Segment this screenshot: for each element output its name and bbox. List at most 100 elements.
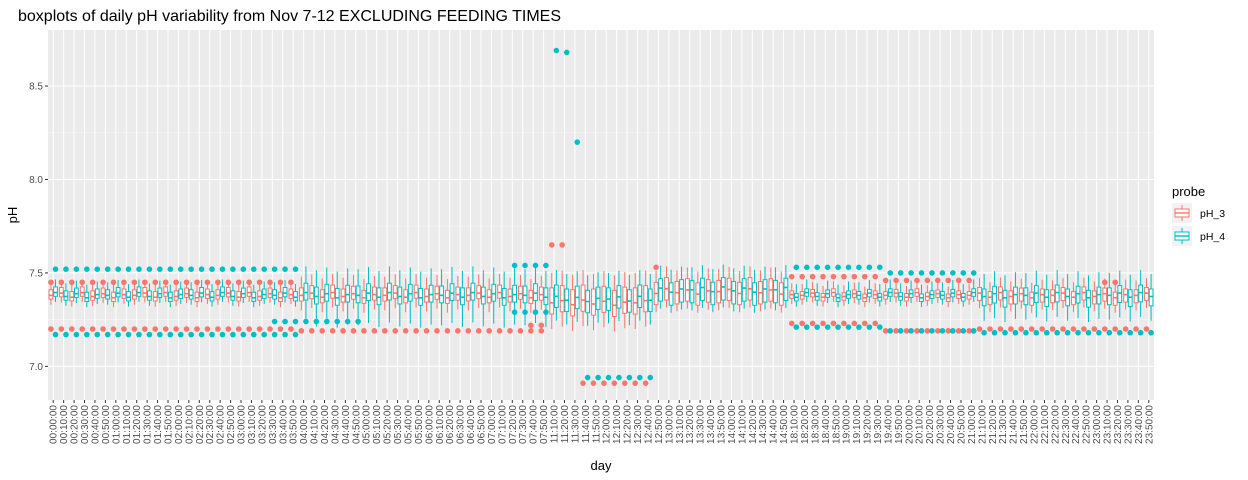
box-ph3: [90, 290, 96, 301]
outlier-point: [235, 279, 242, 286]
x-tick-label: 13:20:00: [685, 405, 696, 444]
outlier-point: [340, 328, 346, 334]
box-ph4: [74, 287, 79, 298]
outlier-point: [528, 322, 534, 329]
outlier-point: [897, 328, 904, 334]
legend-title: probe: [1172, 184, 1205, 199]
outlier-point: [131, 326, 138, 332]
x-tick-label: 03:10:00: [247, 405, 258, 444]
box-ph4: [668, 282, 674, 306]
outlier-point: [313, 318, 320, 325]
outlier-point: [580, 380, 586, 386]
outlier-point: [1023, 329, 1029, 336]
outlier-point: [110, 279, 117, 286]
box-ph3: [998, 286, 1003, 301]
box-ph3: [382, 287, 388, 302]
box-ph3: [173, 290, 179, 301]
box-ph4: [773, 279, 778, 304]
outlier-point: [861, 273, 868, 280]
x-tick-label: 00:20:00: [70, 405, 81, 444]
outlier-point: [538, 322, 545, 329]
box-ph4: [251, 291, 257, 303]
outlier-point: [198, 266, 205, 272]
box-ph3: [132, 289, 137, 300]
x-tick-label: 04:00:00: [299, 405, 310, 444]
x-tick-label: 12:50:00: [654, 405, 665, 444]
box-ph3: [194, 291, 200, 303]
box-ph4: [731, 281, 737, 305]
x-tick-label: 04:10:00: [310, 405, 321, 444]
outlier-point: [167, 331, 174, 338]
outlier-point: [157, 266, 163, 272]
box-ph3: [340, 288, 346, 303]
box-ph3: [309, 285, 315, 300]
outlier-point: [966, 277, 972, 284]
outlier-point: [887, 328, 894, 334]
outlier-point: [271, 266, 278, 272]
box-ph4: [240, 287, 246, 298]
x-axis: 00:00:00 00:10:00 00:20:00 00:30:00 00:40:00…: [49, 400, 1155, 444]
box-ph3: [403, 289, 409, 304]
outlier-point: [1081, 326, 1087, 332]
outlier-point: [188, 266, 194, 272]
x-tick-label: 22:30:00: [1061, 405, 1072, 444]
outlier-point: [298, 328, 305, 334]
x-tick-label: 23:20:00: [1113, 405, 1124, 444]
x-tick-label: 06:20:00: [445, 405, 456, 444]
y-tick-label: 8.5: [29, 82, 43, 93]
box-ph3: [142, 287, 148, 298]
y-axis: 7.0 7.5 8.0 8.5: [29, 82, 48, 373]
x-tick-label: 07:40:00: [529, 405, 540, 444]
x-tick-label: 23:40:00: [1134, 405, 1145, 444]
outlier-point: [350, 328, 357, 334]
x-tick-label: 18:20:00: [800, 405, 811, 444]
outlier-point: [528, 328, 534, 334]
outlier-point: [814, 264, 820, 271]
box-ph3: [1091, 290, 1097, 305]
box-ph3: [1102, 287, 1108, 302]
outlier-point: [820, 320, 826, 327]
outlier-point: [215, 326, 221, 332]
outlier-point: [240, 331, 247, 338]
box-ph3: [121, 288, 127, 299]
x-tick-label: 19:10:00: [852, 405, 863, 444]
outlier-point: [939, 270, 946, 276]
x-tick-label: 04:20:00: [320, 405, 331, 444]
box-ph4: [501, 287, 507, 306]
outlier-point: [511, 309, 518, 315]
x-tick-label: 03:20:00: [257, 405, 268, 444]
outlier-point: [131, 279, 138, 286]
x-tick-label: 23:50:00: [1144, 405, 1155, 444]
outlier-point: [553, 47, 560, 54]
outlier-point: [204, 279, 211, 286]
outlier-point: [115, 331, 121, 338]
outlier-point: [1116, 329, 1123, 336]
y-tick-label: 8.0: [29, 175, 43, 186]
box-ph4: [209, 291, 215, 302]
x-tick-label: 13:00:00: [664, 405, 675, 444]
box-ph4: [1044, 289, 1050, 308]
outlier-point: [292, 318, 299, 325]
outlier-point: [392, 328, 399, 334]
x-tick-label: 19:00:00: [842, 405, 853, 444]
outlier-point: [835, 264, 841, 271]
x-tick-label: 00:10:00: [59, 405, 70, 444]
outlier-point: [538, 328, 545, 334]
box-ph3: [1050, 289, 1055, 304]
box-ph4: [1054, 284, 1060, 303]
outlier-point: [522, 309, 528, 315]
box-ph3: [236, 291, 242, 302]
box-ph4: [53, 286, 58, 297]
box-ph3: [298, 287, 304, 302]
box-ph4: [84, 291, 90, 303]
outlier-point: [271, 318, 278, 325]
box-ph4: [428, 284, 434, 303]
box-ph4: [783, 277, 789, 302]
box-ph4: [700, 277, 705, 302]
x-tick-label: 22:50:00: [1082, 405, 1093, 444]
outlier-point: [976, 326, 983, 332]
x-tick-label: 12:40:00: [643, 405, 654, 444]
outlier-point: [851, 320, 858, 327]
outlier-point: [824, 264, 831, 271]
outlier-point: [814, 324, 820, 330]
